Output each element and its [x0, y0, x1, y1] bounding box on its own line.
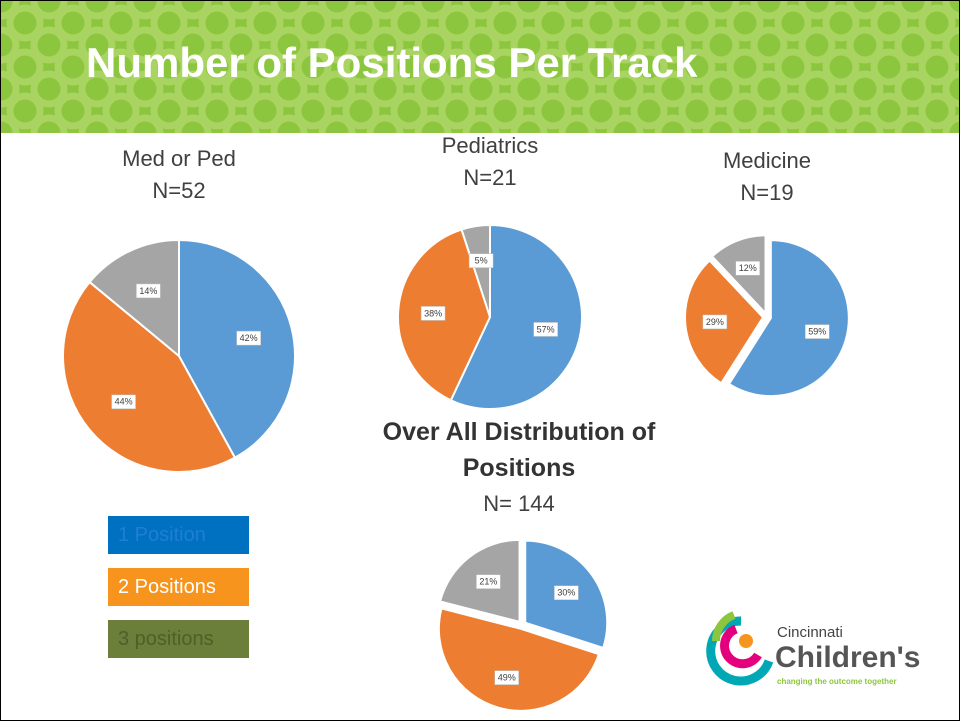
chart-subtitle: N=21 — [370, 162, 610, 194]
data-label: 42% — [240, 333, 258, 343]
chart-title: Pediatrics — [370, 130, 610, 162]
chart-title: Over All Distribution of Positions — [354, 414, 684, 486]
legend-box: 2 Positions — [108, 568, 249, 606]
data-label: 57% — [537, 324, 555, 334]
chart-subtitle: N=19 — [647, 177, 887, 209]
chart-subtitle: N= 144 — [354, 486, 684, 522]
data-label: 30% — [557, 588, 575, 598]
logo-tagline: changing the outcome together — [777, 677, 897, 686]
slide: Cincinnati Children's changing the outco… — [0, 0, 960, 721]
data-label: 29% — [706, 317, 724, 327]
chart-title: Med or Ped — [59, 143, 299, 175]
data-label: 12% — [739, 263, 757, 273]
legend-box: 1 Position — [108, 516, 249, 554]
logo-icon — [711, 615, 769, 681]
canvas: Cincinnati Children's changing the outco… — [1, 1, 959, 720]
chart-title: Medicine — [647, 145, 887, 177]
data-label: 14% — [139, 286, 157, 296]
slide-title: Number of Positions Per Track — [86, 39, 698, 87]
data-label: 44% — [115, 397, 133, 407]
legend-box: 3 positions — [108, 620, 249, 658]
data-label: 5% — [475, 256, 488, 266]
logo-line2: Children's — [775, 641, 921, 674]
data-label: 21% — [479, 577, 497, 587]
data-label: 49% — [498, 673, 516, 683]
data-label: 59% — [808, 326, 826, 336]
chart-subtitle: N=52 — [59, 175, 299, 207]
data-label: 38% — [424, 308, 442, 318]
logo-line1: Cincinnati — [777, 624, 843, 641]
